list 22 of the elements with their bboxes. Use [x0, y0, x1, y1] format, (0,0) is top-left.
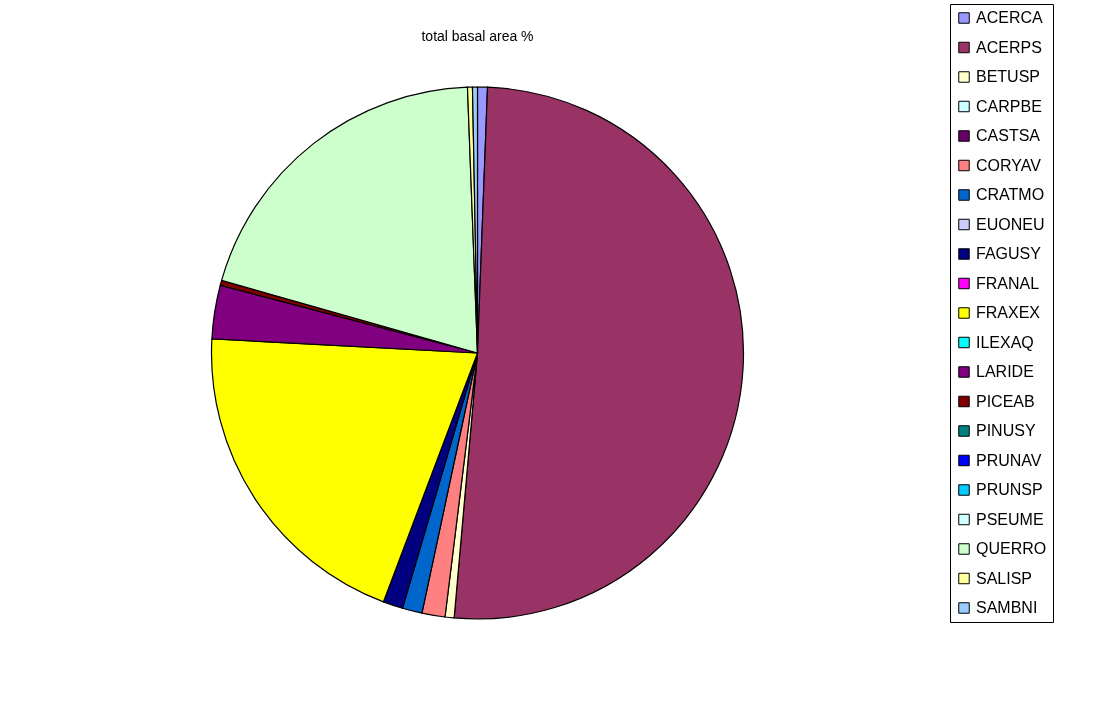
legend-label: LARIDE — [976, 363, 1034, 380]
legend-label: ACERCA — [976, 9, 1044, 26]
legend-label: ACERPS — [976, 38, 1042, 56]
legend-label: SAMBNI — [976, 599, 1038, 616]
legend-label: FAGUSY — [976, 245, 1042, 262]
text: total basal area % — [421, 27, 534, 44]
legend-label: BETUSP — [976, 68, 1041, 85]
legend-label: CARPBE — [976, 97, 1042, 115]
legend-label: ILEXAQ — [976, 333, 1034, 351]
legend-label: PINUSY — [976, 422, 1036, 439]
legend-label: CASTSA — [976, 127, 1041, 144]
legend-label: PRUNSP — [976, 481, 1043, 498]
legend-label: FRAXEX — [976, 304, 1041, 321]
legend-label: PSEUME — [976, 510, 1044, 528]
legend-label: CRATMO — [976, 186, 1045, 203]
legend-label: EUONEU — [976, 215, 1045, 233]
legend-label: FRANAL — [976, 274, 1040, 292]
legend-label: QUERRO — [976, 540, 1047, 557]
legend-label: PICEAB — [976, 392, 1035, 410]
legend-label: CORYAV — [976, 156, 1042, 174]
legend-label: PRUNAV — [976, 451, 1042, 469]
legend-label: SALISP — [976, 569, 1033, 587]
